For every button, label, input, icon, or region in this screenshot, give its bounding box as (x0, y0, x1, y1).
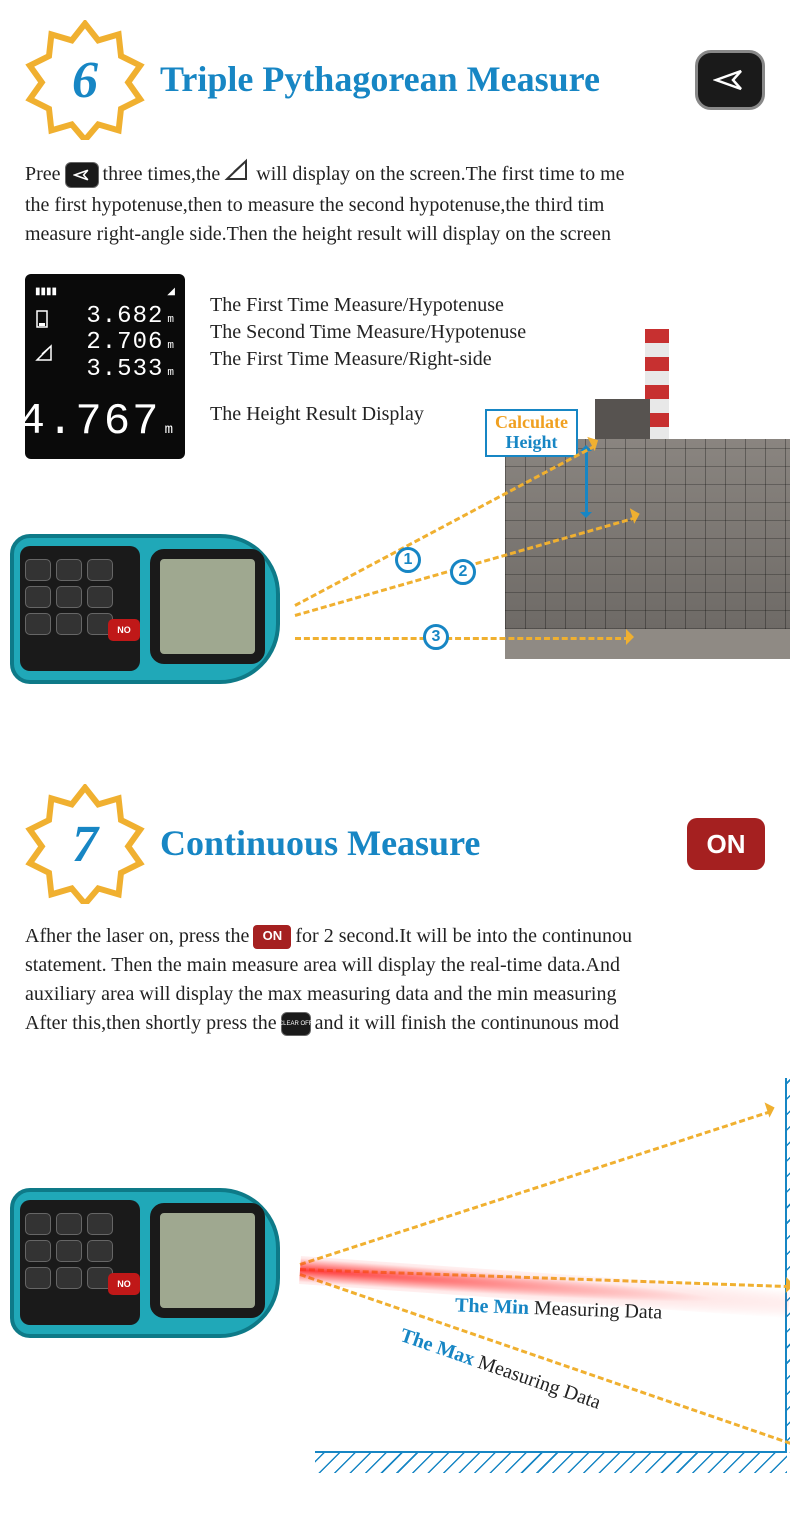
triangle-send-icon (73, 168, 91, 182)
text-frag: After this,then shortly press the (25, 1009, 277, 1038)
device-no-button: NO (108, 1273, 140, 1295)
section-6: 6 Triple Pythagorean Measure Pree three … (0, 0, 790, 739)
section-title: Triple Pythagorean Measure (160, 60, 680, 100)
instruction-text: Afher the laser on, press the ON for 2 s… (25, 922, 765, 1038)
header-row: 6 Triple Pythagorean Measure (25, 20, 765, 140)
text-line: auxiliary area will display the max meas… (25, 980, 765, 1009)
text-frag: Pree (25, 160, 61, 189)
section-badge: 7 (25, 784, 145, 904)
device-no-button: NO (108, 619, 140, 641)
hatch-horizontal (315, 1453, 787, 1473)
measure-line (300, 1110, 772, 1266)
height-arrow-icon (585, 449, 588, 514)
label-a: The First Time Measure/Hypotenuse (210, 294, 526, 317)
inline-clear-button: CLEAR OFF (281, 1012, 311, 1036)
lcd-row: 3.682m (35, 304, 175, 330)
lcd-row: 3.533m (35, 357, 175, 383)
measure-marker: 3 (423, 624, 449, 650)
measure-marker: 1 (395, 547, 421, 573)
section-badge: 6 (25, 20, 145, 140)
section-number: 6 (72, 51, 98, 110)
label-c: The First Time Measure/Right-side (210, 348, 526, 371)
text-line: measure right-angle side.Then the height… (25, 220, 765, 249)
lcd-status-bar: ▮▮▮▮◢ (35, 286, 175, 300)
text-frag: will display on the screen.The first tim… (256, 160, 624, 189)
inline-on-button: ON (253, 925, 291, 949)
text-frag: Afher the laser on, press the (25, 922, 249, 951)
inline-triangle-button (65, 162, 99, 188)
lcd-side-icons (35, 309, 55, 362)
device-illustration: NO (10, 524, 300, 699)
section-7: 7 Continuous Measure ON Afher the laser … (0, 764, 790, 1528)
inline-triangle-icon (224, 158, 252, 191)
diagram-scene: Calculate Height 1 2 3 NO (25, 399, 765, 709)
on-button[interactable]: ON (687, 818, 765, 870)
device-illustration: NO (10, 1178, 300, 1353)
triangle-icon (35, 344, 55, 362)
text-frag: and it will finish the continunous mod (315, 1009, 619, 1038)
diagram-scene: The Min Measuring Data The Max Measuring… (25, 1078, 765, 1498)
calculate-height-label: Calculate Height (485, 409, 578, 457)
triangle-send-icon (713, 67, 747, 93)
text-line: the first hypotenuse,then to measure the… (25, 191, 765, 220)
section-number: 7 (72, 815, 98, 874)
measure-line (295, 637, 630, 640)
text-frag: for 2 second.It will be into the continu… (295, 922, 632, 951)
lcd-row: 2.706m (35, 330, 175, 356)
measure-marker: 2 (450, 559, 476, 585)
triangle-mode-button[interactable] (695, 50, 765, 110)
text-frag: three times,the (103, 160, 221, 189)
label-b: The Second Time Measure/Hypotenuse (210, 321, 526, 344)
header-row: 7 Continuous Measure ON (25, 784, 765, 904)
ref-icon (35, 309, 51, 329)
instruction-text: Pree three times,the will display on the… (25, 158, 765, 249)
text-line: statement. Then the main measure area wi… (25, 951, 765, 980)
section-title: Continuous Measure (160, 824, 672, 864)
